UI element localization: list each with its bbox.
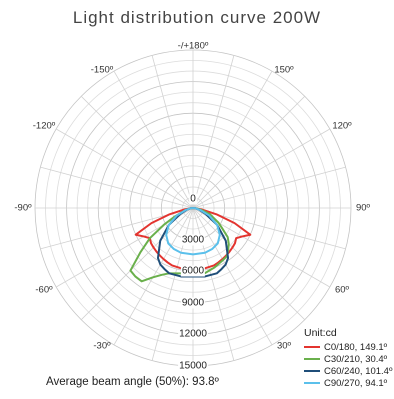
legend-swatch [304,346,320,348]
legend-label: C30/210, 30.4º [324,353,388,365]
angle-label-ul120: -120º [32,120,56,132]
legend-swatch [304,370,320,372]
grid-spoke [192,55,235,209]
grid-spoke [192,207,235,361]
angle-label-ul150: -150º [90,64,114,76]
grid-spoke [40,166,194,209]
radial-tick-4: 12000 [178,328,208,340]
grid-spoke [151,55,194,209]
legend-swatch [304,382,320,384]
chart-title: Light distribution curve 200W [72,8,322,27]
angle-label-lr60: 60º [334,284,350,296]
legend-entry: C90/270, 94.1º [304,377,392,389]
legend-label: C60/240, 101.4º [324,365,393,377]
grid-spoke [192,70,273,209]
radial-tick-3: 9000 [180,297,206,309]
grid-spoke [55,128,194,209]
radial-tick-2: 6000 [180,265,206,277]
legend-label: C90/270, 94.1º [324,377,388,389]
angle-label-ul90: -90º [14,202,32,214]
grid-spoke [192,166,346,209]
legend-entry: C30/210, 30.4º [304,353,392,365]
grid-spoke [80,95,194,209]
angle-label-ll30: -30º [93,340,111,352]
grid-spoke [192,207,273,346]
legend-title: Unit:cd [304,327,337,339]
grid-spoke [192,95,306,209]
legend-entry: C0/180, 149.1º [304,341,392,353]
legend: Unit:cd C0/180, 149.1º C30/210, 30.4º C60/… [304,327,392,389]
radial-tick-0: 0 [189,193,197,205]
legend-label: C0/180, 149.1º [324,341,388,353]
average-beam-angle-note: Average beam angle (50%): 93.8º [46,376,219,388]
grid-spoke [151,207,194,361]
radial-tick-1: 3000 [180,234,206,246]
angle-label-ur90: 90º [355,202,371,214]
grid-spoke [192,207,306,321]
grid-spoke [113,70,194,209]
angle-label-ur120: 120º [332,120,352,132]
grid-spoke [80,207,194,321]
angle-label-top: -/+180º [177,40,209,52]
grid-spoke [192,128,331,209]
angle-label-lr30: 30º [276,340,292,352]
angle-label-ur150: 150º [274,64,294,76]
legend-entry: C60/240, 101.4º [304,365,392,377]
radial-tick-5: 15000 [178,360,208,372]
curve-series-3 [165,207,221,256]
legend-swatch [304,358,320,360]
angle-label-ll60: -60º [35,284,53,296]
